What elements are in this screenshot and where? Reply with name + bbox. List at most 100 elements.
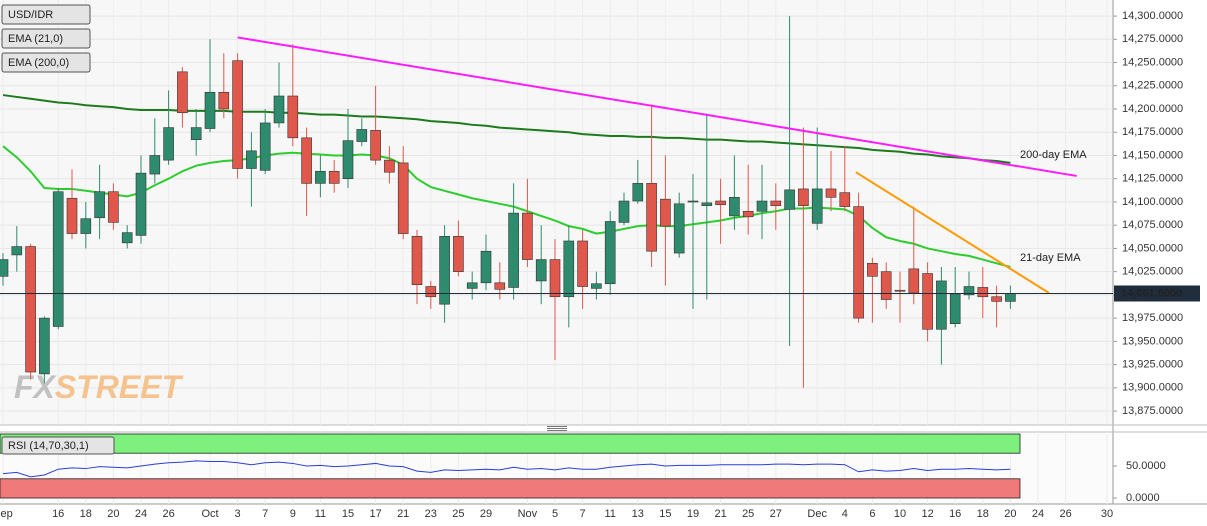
- x-tick-label: 6: [869, 508, 875, 520]
- y-tick-label: 14,200.0000: [1122, 103, 1183, 115]
- x-tick-label: 11: [315, 508, 326, 520]
- candle-body: [508, 212, 519, 288]
- candle-body: [522, 212, 533, 260]
- y-tick-label: 13,975.0000: [1122, 312, 1183, 324]
- candle-body: [867, 262, 878, 277]
- candle-body: [977, 287, 989, 298]
- candle-body: [660, 198, 671, 227]
- candle-body: [811, 188, 823, 224]
- candle-body: [991, 296, 1002, 302]
- candle-body: [880, 271, 892, 300]
- candle-body: [425, 286, 437, 298]
- candle-body: [135, 172, 147, 236]
- candle-body: [384, 159, 395, 173]
- legend-box: [1, 52, 91, 73]
- candle-body: [604, 221, 616, 285]
- y-tick-label: 14,100.0000: [1122, 196, 1183, 208]
- candle-body: [839, 192, 851, 207]
- candle-body: [742, 210, 754, 218]
- candle-body: [632, 183, 644, 202]
- candle-body: [342, 140, 354, 180]
- rsi-band: [0, 478, 1021, 499]
- y-tick-label: 14,250.0000: [1122, 56, 1183, 68]
- candle-body: [39, 317, 50, 375]
- y-tick-label: 14,275.0000: [1122, 33, 1183, 45]
- ema-line: [2, 94, 1011, 164]
- x-tick-label: 29: [480, 508, 492, 520]
- candle-body: [853, 206, 864, 319]
- candle-body: [246, 150, 257, 169]
- candle-body: [908, 268, 920, 294]
- x-tick-label: 11: [604, 508, 615, 520]
- candle-body: [411, 236, 423, 285]
- candle-body: [701, 202, 713, 206]
- candle-body: [218, 91, 230, 110]
- x-tick-label: 21: [397, 508, 409, 520]
- x-tick-label: 24: [135, 508, 147, 520]
- trendline: [855, 171, 1050, 294]
- candle-body: [798, 188, 809, 206]
- candle-body: [439, 236, 450, 305]
- y-tick-label: 13,950.0000: [1122, 335, 1183, 347]
- candle-body: [591, 283, 602, 289]
- candle-body: [273, 95, 285, 124]
- x-tick-label: 27: [770, 508, 782, 520]
- candle-body: [204, 91, 216, 129]
- x-tick-label: 24: [1032, 508, 1044, 520]
- candle-body: [80, 218, 92, 234]
- x-tick-label: 26: [162, 508, 174, 520]
- y-tick-label: 50.0000: [1126, 460, 1166, 472]
- x-tick-label: 18: [80, 508, 92, 520]
- candle-body: [0, 259, 9, 277]
- candle-body: [729, 197, 740, 217]
- legend-label: RSI (14,70,30,1): [8, 440, 89, 452]
- candle-body: [190, 127, 202, 140]
- legend-label: EMA (200,0): [8, 57, 69, 69]
- candle-body: [11, 246, 23, 256]
- legend-label: EMA (21,0): [8, 33, 63, 45]
- x-tick-label: 3: [235, 508, 241, 520]
- price-label: 14,001.5000: [1121, 287, 1182, 299]
- legend-box: [1, 4, 91, 25]
- x-tick-label: 15: [659, 508, 671, 520]
- candle-body: [577, 240, 588, 287]
- y-tick-label: 14,075.0000: [1122, 219, 1183, 231]
- watermark-part: STREET: [55, 369, 184, 405]
- candle-body: [328, 170, 340, 184]
- candle-body: [936, 280, 947, 330]
- x-tick-label: 16: [52, 508, 64, 520]
- candle-body: [356, 129, 368, 142]
- candle-body: [259, 122, 271, 171]
- candle-body: [25, 246, 36, 373]
- y-tick-label: 13,925.0000: [1122, 358, 1183, 370]
- x-tick-label: 16: [949, 508, 961, 520]
- candle-body: [52, 191, 64, 327]
- trendline: [237, 36, 1077, 177]
- y-tick-label: 14,025.0000: [1122, 266, 1183, 278]
- x-tick-label: Nov: [518, 508, 538, 520]
- candle-body: [687, 200, 699, 203]
- candle-body: [549, 259, 561, 298]
- candle-body: [673, 203, 685, 254]
- x-tick-label: 23: [425, 508, 437, 520]
- legend-box: [1, 28, 91, 49]
- candle-body: [715, 200, 726, 206]
- x-tick-label: 21: [714, 508, 726, 520]
- y-tick-label: 14,125.0000: [1122, 173, 1183, 185]
- candle-body: [756, 200, 768, 212]
- watermark: FXSTREET: [14, 369, 184, 405]
- legend-label: USD/IDR: [8, 9, 53, 21]
- candle-body: [894, 289, 906, 292]
- price-label-box: [1114, 285, 1200, 302]
- rsi-line: [2, 460, 1011, 478]
- y-tick-label: 13,900.0000: [1122, 382, 1183, 394]
- plot-background: [0, 0, 1113, 425]
- resize-handle[interactable]: [547, 426, 567, 431]
- candle-body: [784, 189, 795, 210]
- candle-body: [163, 127, 174, 161]
- x-tick-label: 17: [369, 508, 381, 520]
- x-tick-label: 20: [1004, 508, 1016, 520]
- candle-body: [397, 162, 409, 234]
- x-tick-label: 20: [107, 508, 119, 520]
- candle-body: [315, 170, 326, 184]
